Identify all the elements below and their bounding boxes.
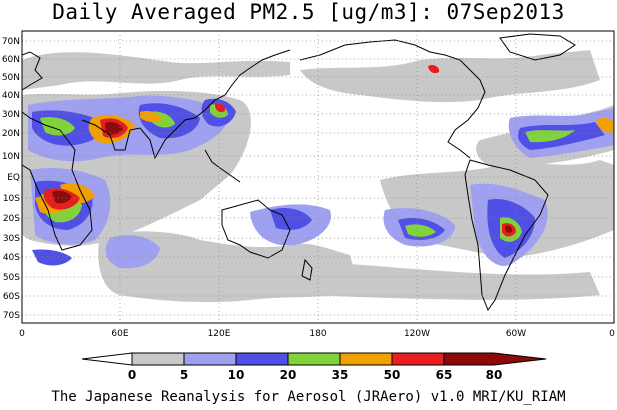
lat-label: 30N [2, 110, 20, 120]
lat-label: 50N [2, 73, 20, 83]
lat-label: 20S [3, 214, 20, 224]
colorbar-segment [183, 352, 237, 366]
lon-label: 60W [506, 329, 526, 339]
colorbar-label: 50 [384, 368, 401, 382]
lat-label: 40N [2, 91, 20, 101]
map-frame [21, 30, 615, 324]
lat-label: 40S [3, 253, 20, 263]
lon-axis: 0 60E 120E 180 120W 60W 0 [19, 329, 615, 339]
data-source-credit: The Japanese Reanalysis for Aerosol (JRA… [51, 389, 566, 405]
lon-label: 0 [19, 329, 25, 339]
lon-label: 60E [111, 329, 128, 339]
colorbar-label: 80 [486, 368, 503, 382]
lat-axis: 70N 60N 50N 40N 30N 20N 10N EQ 10S 20S 3… [2, 37, 20, 321]
lat-label: 10N [2, 152, 20, 162]
colorbar-label: 0 [128, 368, 136, 382]
colorbar-segment [391, 352, 445, 366]
colorbar-label: 5 [180, 368, 188, 382]
lat-label: 20N [2, 129, 20, 139]
lon-label: 120E [208, 329, 231, 339]
colorbar-right-arrow [443, 352, 547, 366]
lat-label: 60N [2, 55, 20, 65]
lat-label: 70N [2, 37, 20, 47]
lon-label: 120W [404, 329, 430, 339]
lat-label: 30S [3, 234, 20, 244]
pm25-field-darkred [52, 121, 513, 233]
lon-label: 0 [609, 329, 615, 339]
colorbar-segment [287, 352, 341, 366]
lat-label: EQ [7, 173, 20, 183]
lat-label: 60S [3, 292, 20, 302]
colorbar-left-arrow [81, 352, 133, 366]
colorbar-label: 20 [280, 368, 297, 382]
graticule [22, 31, 614, 323]
colorbar-label: 10 [228, 368, 245, 382]
colorbar: 0 5 10 20 35 50 65 80 [81, 352, 547, 382]
map-title: Daily Averaged PM2.5 [ug/m3]: 07Sep2013 [52, 0, 565, 24]
colorbar-segment [235, 352, 289, 366]
lat-label: 10S [3, 194, 20, 204]
lon-label: 180 [309, 329, 326, 339]
coastlines [21, 33, 576, 312]
lat-label: 70S [3, 311, 20, 321]
colorbar-label: 65 [436, 368, 453, 382]
lat-label: 50S [3, 273, 20, 283]
colorbar-segment [339, 352, 393, 366]
colorbar-segment [131, 352, 185, 366]
colorbar-label: 35 [332, 368, 349, 382]
